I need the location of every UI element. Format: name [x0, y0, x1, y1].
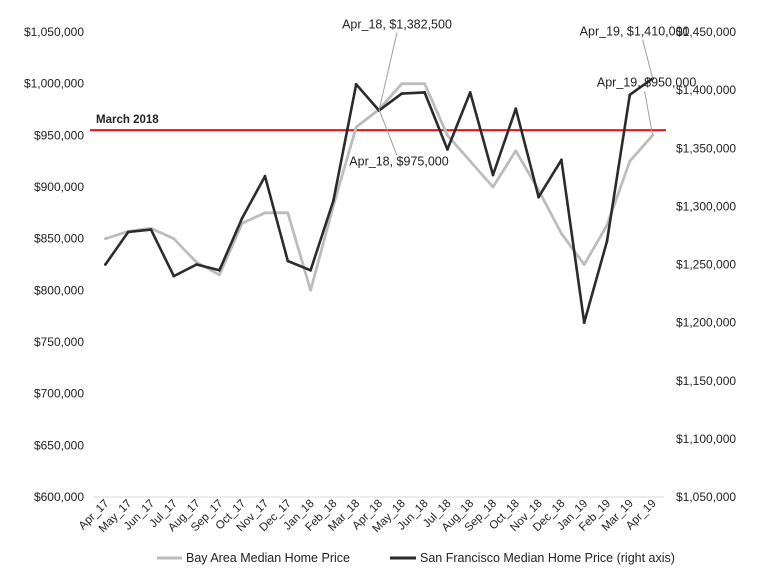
data-point — [446, 148, 449, 151]
data-annotation: Apr_18, $1,382,500 — [342, 17, 452, 31]
data-point — [218, 273, 221, 277]
left-y-axis: $600,000 $650,000 $700,000 $750,000 $800,000… — [24, 25, 84, 504]
data-point — [446, 133, 449, 137]
left-axis-tick-label: $700,000 — [34, 387, 84, 401]
data-point — [423, 82, 426, 86]
right-axis-tick-label: $1,350,000 — [676, 141, 736, 155]
data-point — [309, 288, 312, 292]
data-point — [560, 158, 563, 162]
right-axis-tick-label: $1,250,000 — [676, 258, 736, 272]
data-point — [332, 199, 335, 203]
right-axis-tick-label: $1,450,000 — [676, 25, 736, 39]
data-point — [218, 268, 221, 272]
series-group — [104, 77, 654, 324]
annotation-leader — [378, 109, 398, 156]
right-axis-tick-label: $1,100,000 — [676, 432, 736, 446]
data-point — [309, 268, 312, 272]
annotation-leader — [378, 32, 398, 111]
data-point — [400, 92, 404, 95]
left-axis-tick-label: $850,000 — [34, 232, 84, 246]
series-line-1 — [104, 82, 654, 292]
data-point — [560, 232, 563, 235]
data-point — [263, 211, 267, 215]
data-point — [104, 263, 107, 266]
data-point — [537, 195, 540, 199]
right-y-axis: $1,050,000 $1,100,000 $1,150,000 $1,200,000… — [676, 25, 736, 504]
data-annotation: Apr_18, $975,000 — [349, 155, 448, 169]
data-point — [628, 159, 632, 163]
data-point — [582, 263, 586, 266]
data-point — [286, 259, 290, 263]
x-axis: Apr_17May_17Jun_17Jul_17Aug_17Sep_17Oct_… — [77, 496, 664, 535]
right-axis-tick-label: $1,200,000 — [676, 316, 736, 330]
data-point — [605, 223, 609, 227]
data-point — [195, 263, 199, 266]
data-point — [514, 149, 518, 153]
left-axis-tick-label: $750,000 — [34, 335, 84, 349]
data-point — [240, 216, 244, 220]
annotation-leader — [642, 39, 654, 79]
data-point — [354, 125, 358, 129]
data-point — [605, 239, 609, 243]
right-axis-tick-label: $1,150,000 — [676, 374, 736, 388]
data-annotation: Apr_19, $950,000 — [597, 75, 696, 89]
legend-label: Bay Area Median Home Price — [186, 551, 350, 565]
annotation-leader — [644, 91, 654, 136]
left-axis-tick-label: $600,000 — [34, 490, 84, 504]
data-point — [286, 211, 290, 215]
data-point — [172, 274, 176, 278]
data-point — [400, 82, 404, 86]
data-point — [149, 228, 153, 232]
data-point — [263, 174, 267, 178]
data-point — [491, 185, 495, 189]
data-point — [354, 82, 358, 86]
data-point — [582, 321, 586, 324]
data-annotation: Apr_19, $1,410,000 — [580, 25, 690, 39]
left-axis-tick-label: $800,000 — [34, 283, 84, 297]
right-axis-tick-label: $1,300,000 — [676, 199, 736, 213]
data-point — [468, 91, 472, 94]
reference-line-label: March 2018 — [96, 114, 159, 126]
data-point — [491, 173, 495, 177]
left-axis-tick-label: $650,000 — [34, 438, 84, 452]
left-axis-tick-label: $950,000 — [34, 128, 84, 142]
legend: Bay Area Median Home Price San Francisco … — [157, 551, 675, 565]
legend-label: San Francisco Median Home Price (right a… — [420, 551, 675, 565]
data-point — [104, 237, 107, 241]
annotations-group: Apr_18, $1,382,500 Apr_18, $975,000 Apr_19… — [342, 17, 696, 168]
left-axis-tick-label: $900,000 — [34, 180, 84, 194]
right-axis-tick-label: $1,050,000 — [676, 490, 736, 504]
right-axis-tick-label: $1,400,000 — [676, 83, 736, 97]
data-point — [628, 93, 632, 97]
left-axis-tick-label: $1,000,000 — [24, 77, 84, 91]
data-point — [172, 237, 176, 241]
data-point — [423, 91, 426, 94]
data-point — [514, 107, 518, 111]
data-point — [126, 230, 130, 234]
data-point — [468, 159, 472, 163]
left-axis-tick-label: $1,050,000 — [24, 25, 84, 39]
reference-line-group: March 2018 — [90, 114, 666, 132]
series-line-2 — [104, 77, 654, 324]
data-point — [195, 261, 199, 264]
